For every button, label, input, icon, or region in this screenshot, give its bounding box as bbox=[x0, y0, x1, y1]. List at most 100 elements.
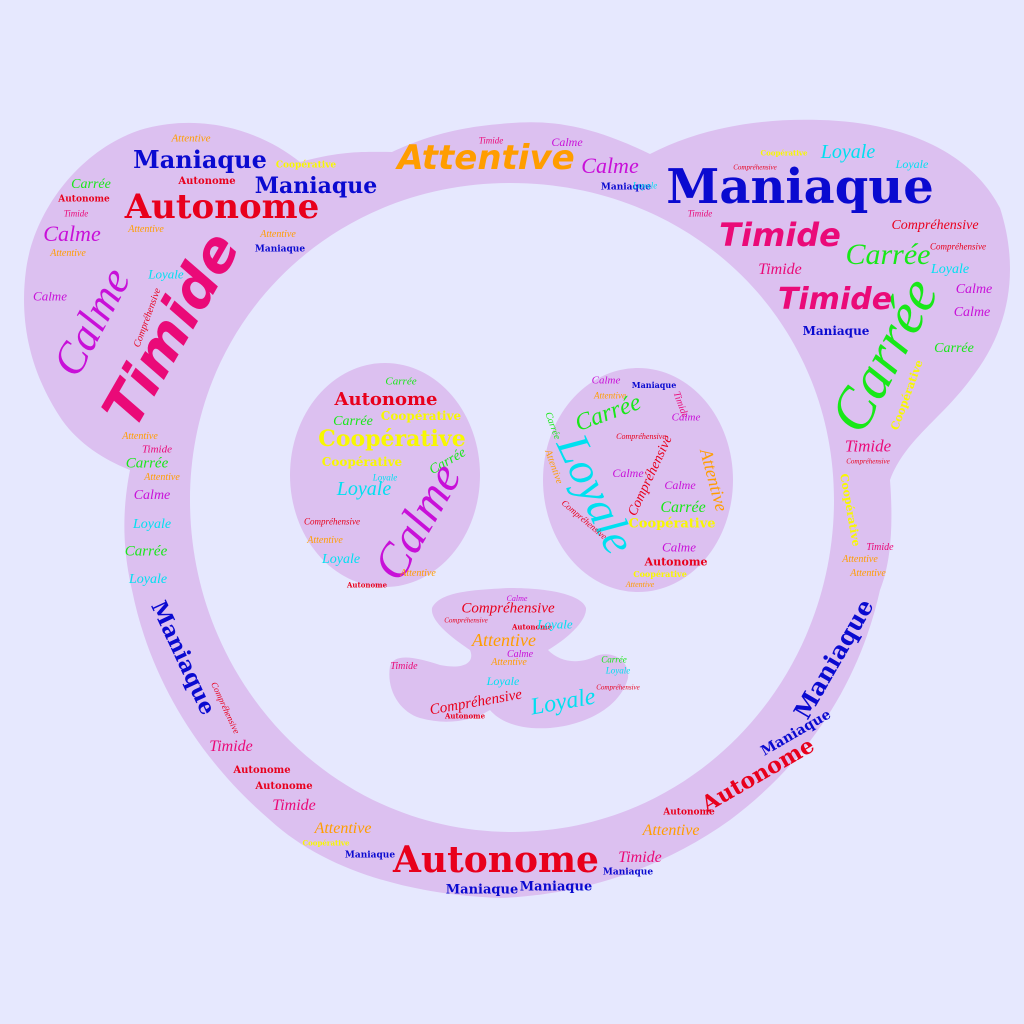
word-loyale: Loyale bbox=[486, 674, 520, 688]
word-autonome: Autonome bbox=[346, 580, 388, 590]
word-attentive: Attentive bbox=[642, 822, 700, 839]
word-comprehensive: Compréhensive bbox=[616, 432, 666, 441]
word-comprehensive: Compréhensive bbox=[596, 683, 640, 692]
word-loyale: Loyale bbox=[148, 266, 184, 282]
word-timide: Timide bbox=[758, 261, 802, 278]
word-comprehensive: Compréhensive bbox=[461, 600, 555, 617]
word-calme: Calme bbox=[591, 374, 621, 387]
word-timide: Timide bbox=[844, 436, 892, 456]
word-cooperative: Coopérative bbox=[318, 426, 466, 452]
word-timide: Timide bbox=[390, 661, 418, 672]
word-timide: Timide bbox=[719, 216, 841, 254]
word-autonome: Autonome bbox=[58, 194, 110, 205]
word-cooperative: Coopérative bbox=[275, 160, 337, 171]
word-timide: Timide bbox=[866, 542, 894, 553]
word-attentive: Attentive bbox=[400, 568, 436, 579]
word-attentive: Attentive bbox=[314, 820, 372, 837]
word-maniaque: Maniaque bbox=[445, 882, 519, 898]
word-loyale: Loyale bbox=[372, 472, 398, 483]
word-attentive: Attentive bbox=[307, 535, 343, 546]
word-loyale: Loyale bbox=[895, 157, 929, 171]
word-loyale: Loyale bbox=[128, 572, 168, 587]
word-loyale: Loyale bbox=[537, 616, 573, 632]
word-calme: Calme bbox=[955, 282, 993, 297]
word-comprehensive: Compréhensive bbox=[304, 516, 360, 527]
word-maniaque: Maniaque bbox=[802, 324, 870, 338]
word-calme: Calme bbox=[581, 153, 639, 178]
word-attentive: Attentive bbox=[122, 431, 158, 442]
word-timide: Timide bbox=[209, 738, 253, 755]
word-calme: Calme bbox=[506, 649, 534, 660]
word-timide: Timide bbox=[687, 208, 713, 219]
word-calme: Calme bbox=[43, 221, 101, 246]
word-loyale: Loyale bbox=[605, 665, 631, 676]
word-loyale: Loyale bbox=[930, 262, 970, 277]
word-attentive: Attentive bbox=[144, 472, 180, 483]
word-carree: Carrée bbox=[125, 455, 169, 472]
word-carree: Carrée bbox=[333, 414, 373, 429]
word-calme: Calme bbox=[612, 466, 644, 480]
word-maniaque: Maniaque bbox=[600, 182, 652, 193]
word-calme: Calme bbox=[133, 488, 171, 503]
word-carree: Carrée bbox=[845, 238, 931, 271]
word-calme: Calme bbox=[953, 305, 991, 320]
word-cooperative: Coopérative bbox=[321, 455, 403, 469]
word-cooperative: Coopérative bbox=[628, 516, 716, 532]
word-cooperative: Coopérative bbox=[302, 838, 350, 848]
word-cooperative: Coopérative bbox=[760, 148, 808, 158]
word-calme: Calme bbox=[664, 478, 696, 492]
word-comprehensive: Compréhensive bbox=[846, 457, 890, 466]
word-loyale: Loyale bbox=[820, 141, 876, 163]
word-carree: Carrée bbox=[71, 177, 111, 192]
word-calme: Calme bbox=[506, 594, 528, 603]
word-comprehensive: Compréhensive bbox=[444, 616, 488, 625]
word-calme: Calme bbox=[671, 411, 701, 424]
word-comprehensive: Compréhensive bbox=[733, 163, 777, 172]
word-loyale: Loyale bbox=[632, 180, 658, 191]
word-autonome: Autonome bbox=[334, 389, 438, 410]
word-timide: Timide bbox=[272, 797, 316, 814]
word-cooperative: Coopérative bbox=[633, 569, 687, 579]
word-autonome: Autonome bbox=[663, 807, 715, 818]
panda-head-outline bbox=[24, 119, 1010, 899]
word-attentive: Attentive bbox=[491, 657, 527, 668]
word-attentive: Attentive bbox=[625, 580, 655, 589]
word-comprehensive: Compréhensive bbox=[891, 218, 979, 233]
word-autonome: Autonome bbox=[644, 555, 708, 569]
word-autonome: Autonome bbox=[178, 176, 236, 187]
word-autonome: Autonome bbox=[393, 839, 599, 881]
word-timide: Timide bbox=[478, 135, 504, 146]
word-loyale: Loyale bbox=[321, 552, 361, 567]
word-autonome: Autonome bbox=[233, 765, 291, 776]
left-eye-patch bbox=[290, 363, 480, 587]
word-calme: Calme bbox=[551, 135, 583, 149]
word-maniaque: Maniaque bbox=[666, 159, 934, 215]
word-autonome: Autonome bbox=[255, 781, 313, 792]
word-maniaque: Maniaque bbox=[631, 380, 677, 390]
word-maniaque: Maniaque bbox=[519, 879, 593, 895]
word-comprehensive: Compréhensive bbox=[930, 241, 986, 252]
word-cooperative: Coopérative bbox=[380, 409, 462, 423]
word-attentive: Attentive bbox=[260, 229, 296, 240]
word-carree: Carrée bbox=[385, 375, 417, 388]
word-autonome: Autonome bbox=[124, 187, 320, 227]
word-attentive: Attentive bbox=[842, 554, 878, 565]
word-carree: Carrée bbox=[124, 543, 168, 560]
word-attentive: Attentive bbox=[850, 568, 886, 579]
word-attentive: Attentive bbox=[472, 630, 536, 650]
word-timide: Timide bbox=[63, 208, 89, 219]
word-attentive: Attentive bbox=[171, 132, 211, 145]
word-maniaque: Maniaque bbox=[254, 173, 378, 199]
word-maniaque: Maniaque bbox=[254, 244, 306, 255]
word-maniaque: Maniaque bbox=[344, 850, 396, 861]
word-attentive: Attentive bbox=[50, 248, 86, 259]
word-timide: Timide bbox=[142, 443, 172, 456]
word-calme: Calme bbox=[33, 288, 67, 304]
word-timide: Timide bbox=[618, 849, 662, 866]
word-loyale: Loyale bbox=[132, 517, 172, 532]
word-autonome: Autonome bbox=[444, 711, 486, 721]
word-maniaque: Maniaque bbox=[602, 867, 654, 878]
word-attentive: Attentive bbox=[128, 224, 164, 235]
